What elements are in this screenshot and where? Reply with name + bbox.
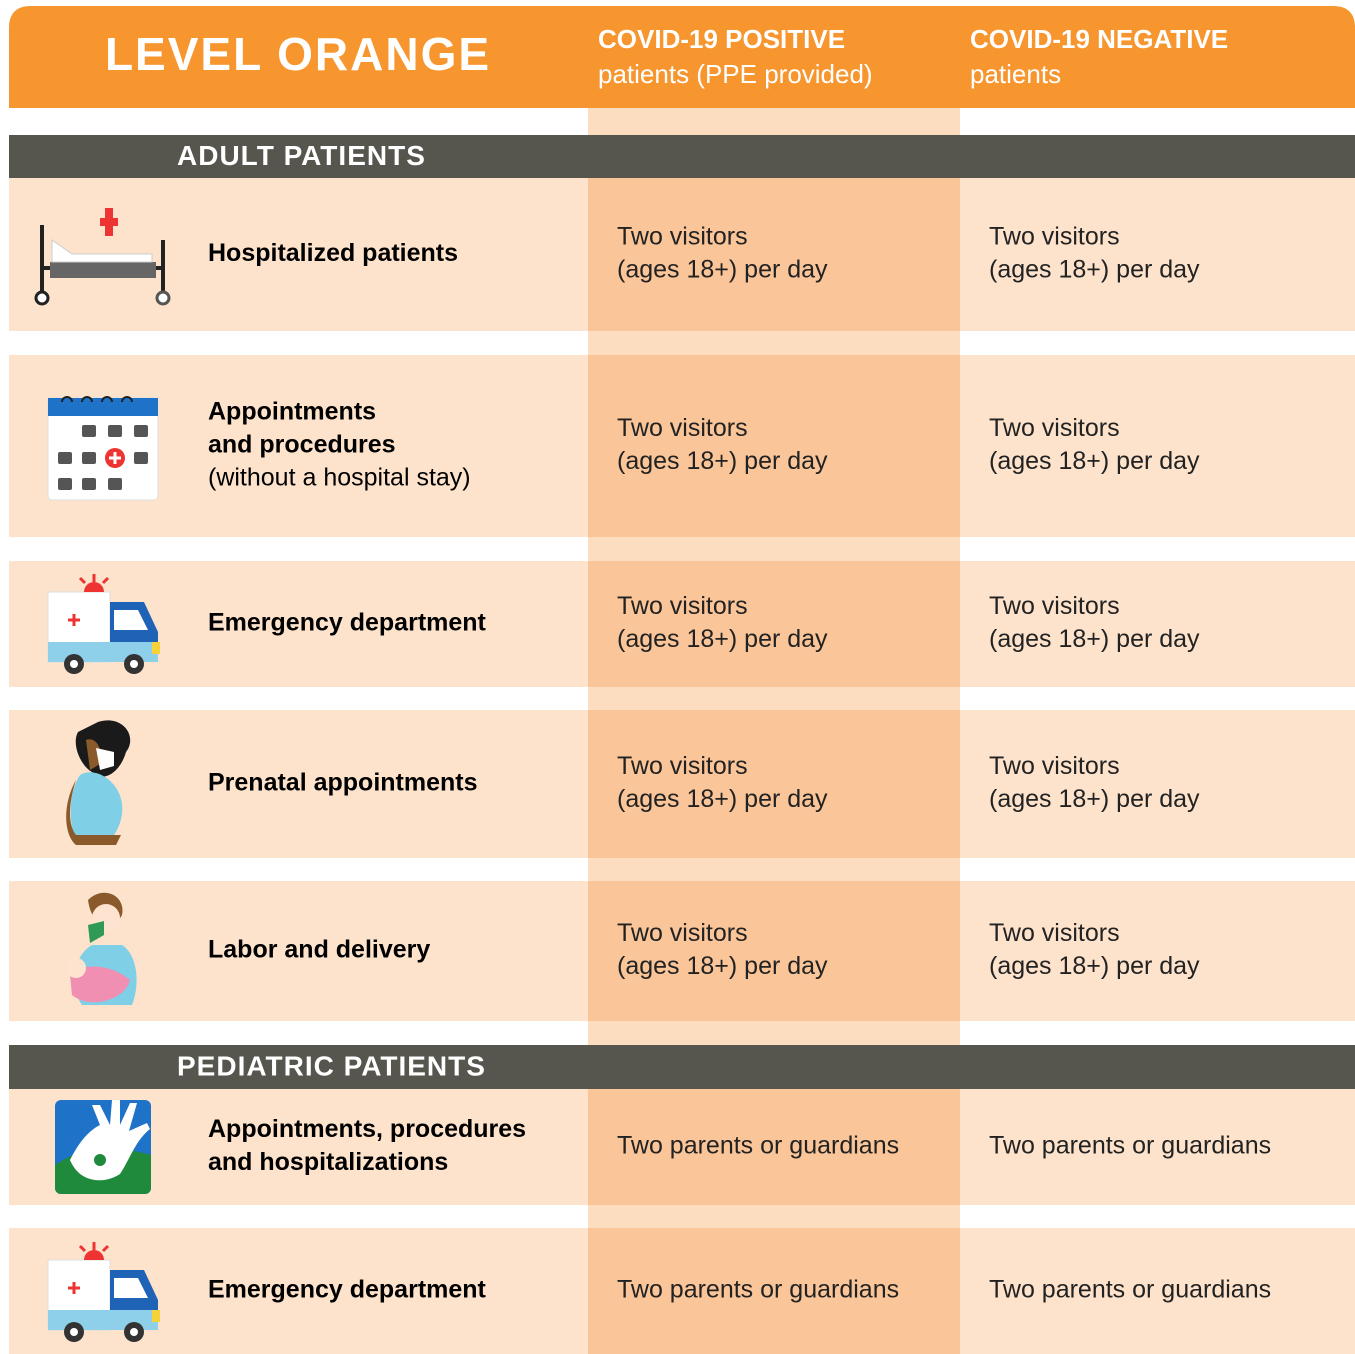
positive-cell-text: Two visitors [617,919,748,947]
section-bar [9,1045,1355,1089]
positive-cell-text: Two visitors [617,223,748,251]
row-positive-cell [588,561,960,687]
positive-cell-text: (ages 18+) per day [617,256,828,284]
icon-shape [96,748,114,770]
negative-cell-text: (ages 18+) per day [989,447,1200,475]
icon-shape [82,478,96,490]
prenatal-icon [66,720,131,845]
positive-cell-text: (ages 18+) per day [617,625,828,653]
section-bar [9,135,1355,178]
section-title: ADULT PATIENTS [177,140,426,171]
column-title: COVID-19 NEGATIVE [970,24,1228,54]
icon-shape [82,452,96,464]
icon-shape [66,958,86,978]
icon-shape [61,396,133,403]
handprint-icon [55,1100,151,1194]
row-negative-cell [960,561,1355,687]
icon-shape [34,290,50,306]
negative-cell-text: (ages 18+) per day [989,952,1200,980]
section-title: PEDIATRIC PATIENTS [177,1050,486,1081]
row-negative-cell [960,1228,1355,1354]
header-band [9,6,1355,108]
row-negative-cell [960,1089,1355,1205]
icon-shape [70,772,123,835]
labor-icon [66,892,137,1005]
positive-cell-text: Two visitors [617,414,748,442]
negative-cell-text: (ages 18+) per day [989,785,1200,813]
icon-shape [82,425,96,437]
row-positive-cell [588,710,960,858]
icon-shape [109,452,121,464]
positive-cell-text: Two visitors [617,752,748,780]
positive-cell-text: (ages 18+) per day [617,447,828,475]
icon-shape [86,739,102,770]
icons [34,208,171,1344]
negative-cell-text: Two visitors [989,223,1120,251]
row-label: Emergency department [208,609,487,637]
icon-shape [94,1154,106,1166]
negative-cell-text: Two visitors [989,592,1120,620]
negative-cell-text: Two visitors [989,752,1120,780]
icon-shape [100,208,118,236]
row-negative-cell [960,881,1355,1021]
bed-icon [34,208,171,306]
row-positive-cell [588,355,960,537]
icon-shape [155,290,171,306]
negative-cell-text: (ages 18+) per day [989,625,1200,653]
icon-shape [134,452,148,464]
column-subtitle: patients [970,59,1061,89]
positive-cell-text: Two visitors [617,592,748,620]
column-title: COVID-19 POSITIVE [598,24,845,54]
background-layer [9,6,1355,1354]
row-negative-cell [960,710,1355,858]
positive-cell-text: (ages 18+) per day [617,785,828,813]
negative-cell-text: Two visitors [989,414,1120,442]
icon-shape [48,398,158,416]
negative-cell-text: Two parents or guardians [989,1132,1271,1160]
icon-shape [108,478,122,490]
icon-shape [70,1100,150,1181]
icon-shape [70,966,130,1003]
row-label: Emergency department [208,1276,487,1304]
icon-shape [88,921,104,943]
row-positive-cell [588,881,960,1021]
row-label: Appointments, procedures [208,1115,526,1143]
icon-shape [50,262,156,278]
icon-shape [51,239,153,263]
row-note: (without a hospital stay) [208,464,471,492]
calendar-icon [47,396,159,501]
header-title: LEVEL ORANGE [105,28,491,80]
row-positive-cell [588,1228,960,1354]
icon-shape [66,780,121,845]
positive-cell-text: Two parents or guardians [617,1132,899,1160]
row-label: and hospitalizations [208,1148,448,1176]
negative-cell-text: Two parents or guardians [989,1276,1271,1304]
row-positive-cell [588,178,960,331]
icon-shape [58,478,72,490]
text-layer: LEVEL ORANGE COVID-19 POSITIVE patients (P… [105,24,1271,1304]
row-positive-cell [588,1089,960,1205]
negative-cell-text: (ages 18+) per day [989,256,1200,284]
negative-cell-text: Two visitors [989,919,1120,947]
row-label: Prenatal appointments [208,769,478,797]
column-subtitle: patients (PPE provided) [598,59,873,89]
row-label: Hospitalized patients [208,239,458,267]
icon-shape [134,425,148,437]
positive-cell-text: (ages 18+) per day [617,952,828,980]
row-negative-cell [960,178,1355,331]
positive-cell-text: Two parents or guardians [617,1276,899,1304]
icon-shape [58,452,72,464]
icon-shape [108,425,122,437]
icon-shape [58,425,148,490]
row-label: and procedures [208,431,396,459]
row-label: Appointments [208,398,376,426]
row-label: Labor and delivery [208,936,430,964]
row-negative-cell [960,355,1355,537]
